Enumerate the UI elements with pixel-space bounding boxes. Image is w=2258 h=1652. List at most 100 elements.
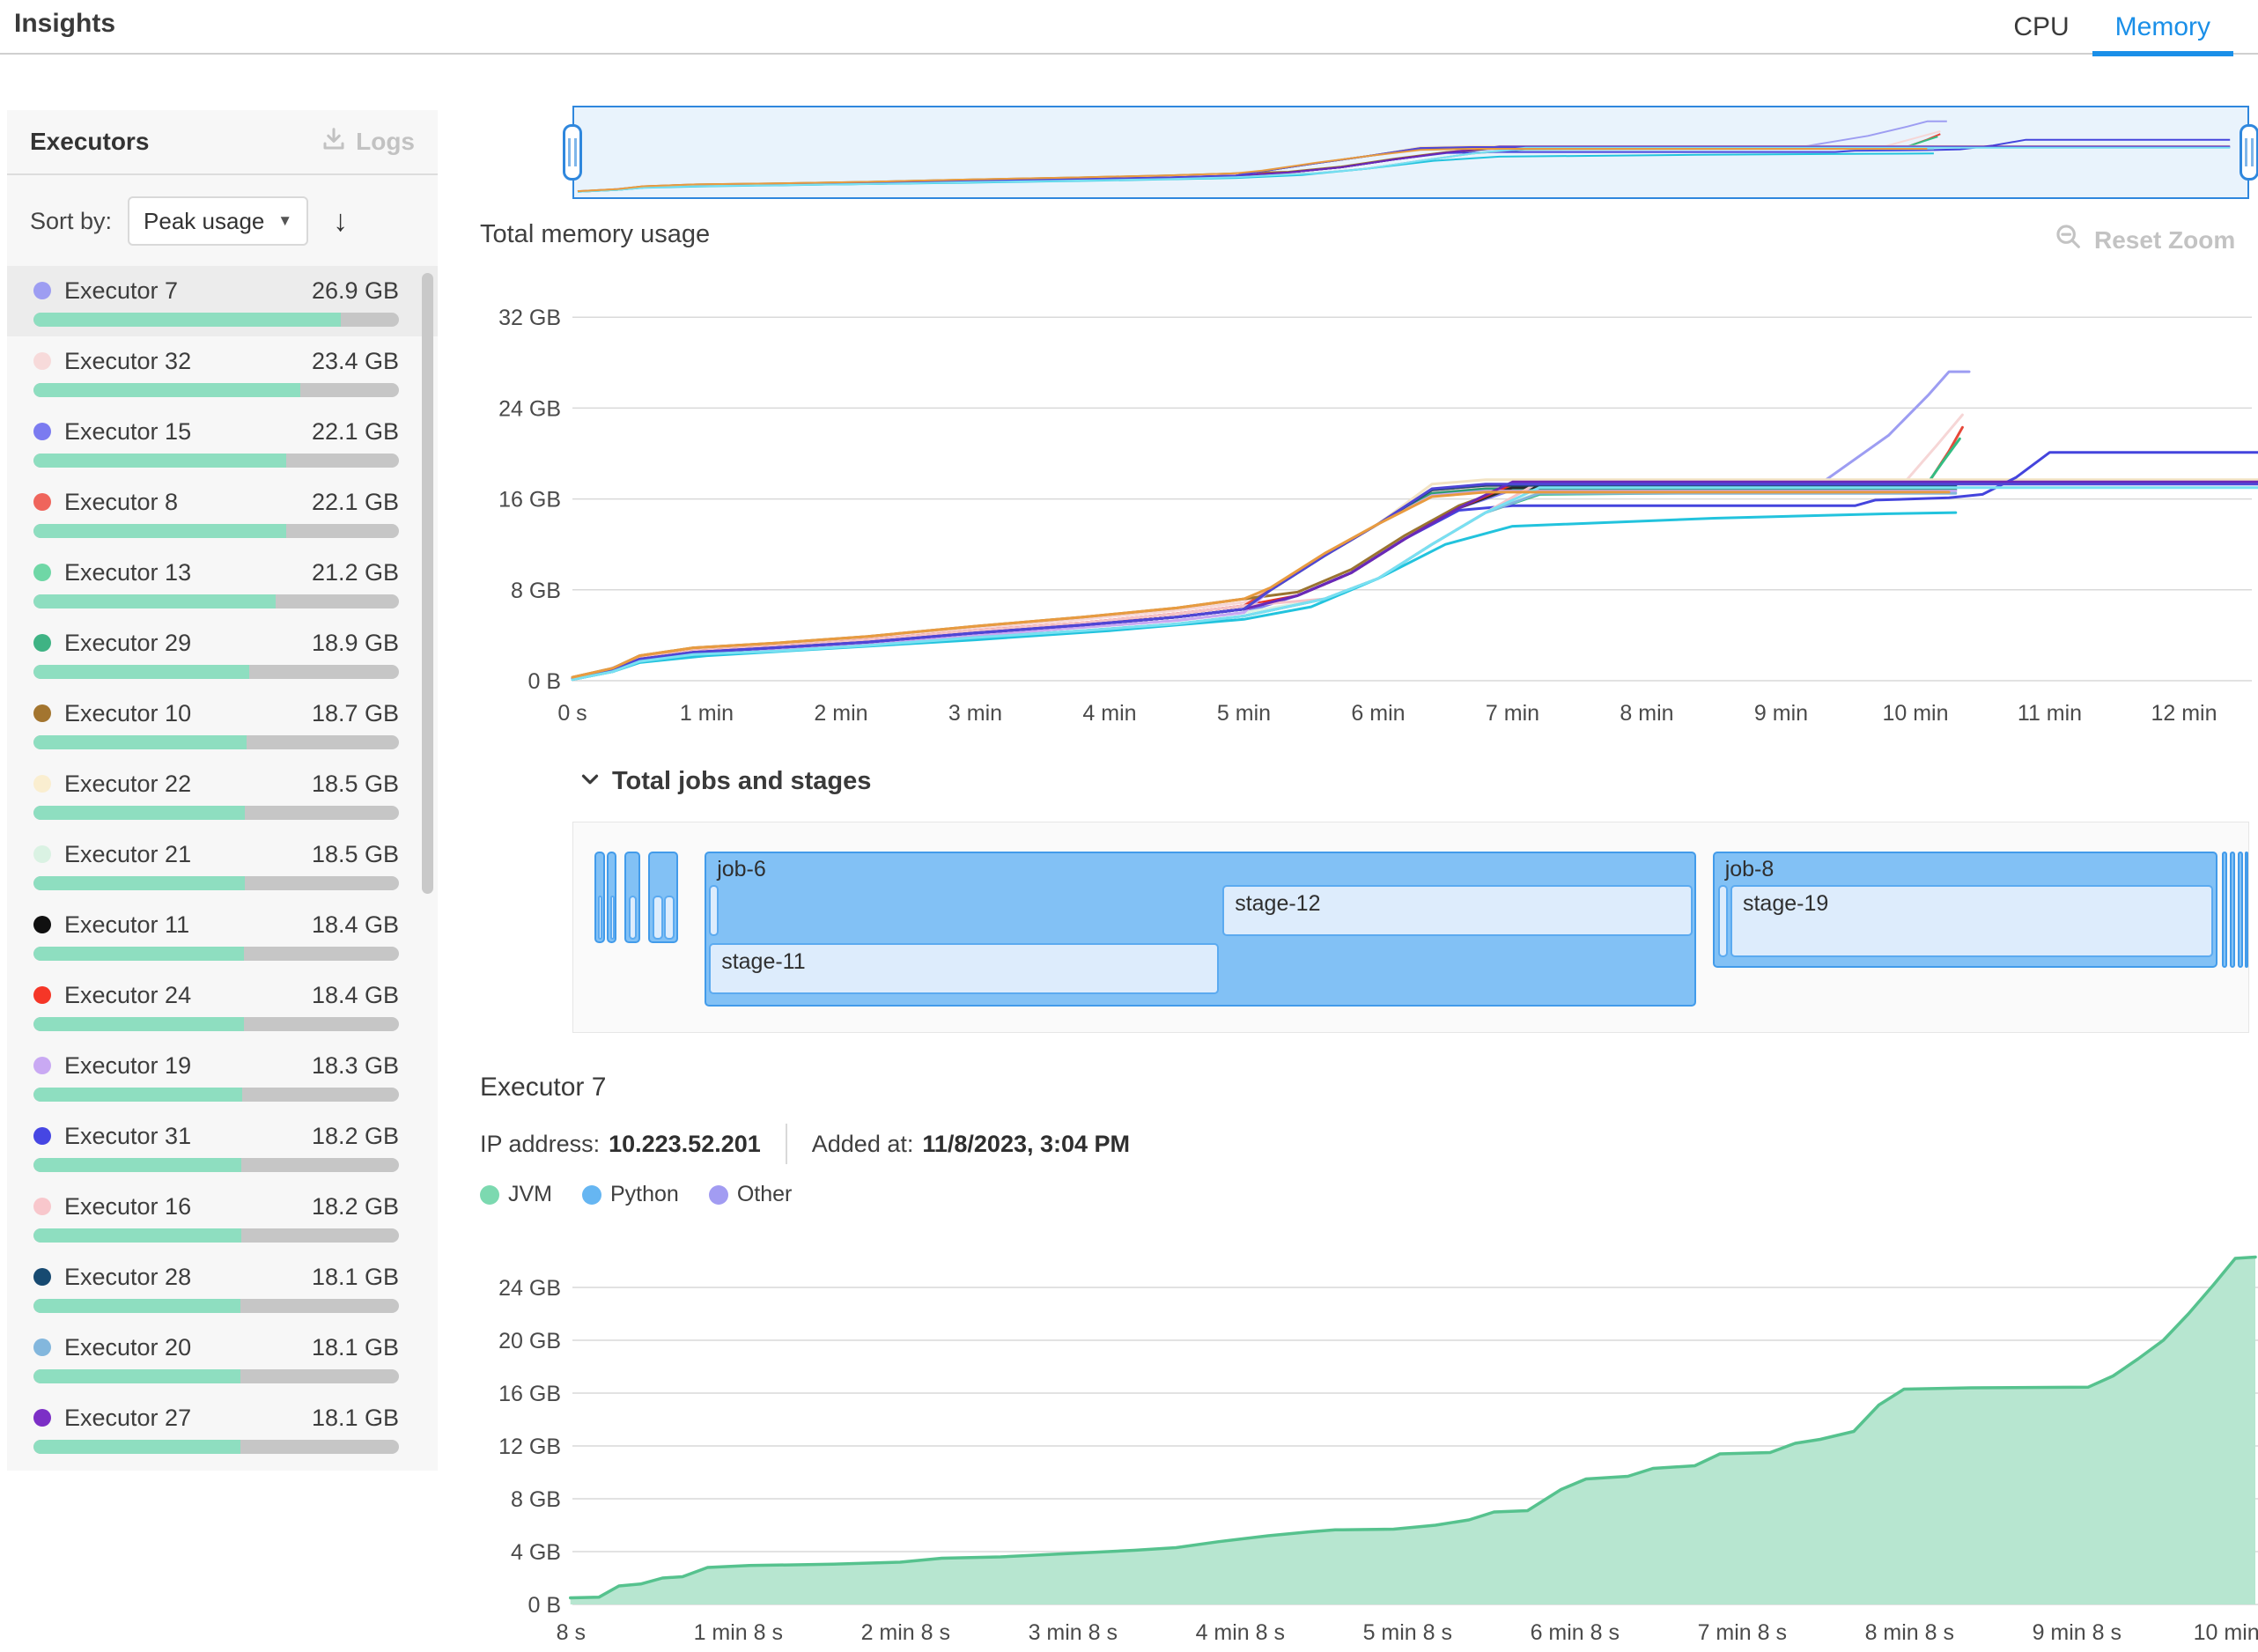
gantt-job[interactable] [2222,852,2228,968]
executor-peak-value: 26.9 GB [311,277,399,304]
executor-usage-bar [33,1440,399,1454]
executor-list-item[interactable]: Executor 22 18.5 GB [7,759,438,830]
y-tick-label: 8 GB [511,579,561,603]
executor-row-top: Executor 22 18.5 GB [33,768,399,800]
executor-name: Executor 8 [64,488,179,515]
gantt-job[interactable] [648,852,678,943]
memory-series-other-4 [571,490,1951,679]
x-tick-label: 2 min [814,701,867,726]
executor-row-top: Executor 31 18.2 GB [33,1120,399,1152]
gantt-stage[interactable] [709,885,719,936]
executor-peak-value: 18.1 GB [311,1263,399,1290]
x-tick-label: 3 min [948,701,1002,726]
brush-left-handle[interactable] [563,124,582,181]
top-bar: Insights CPU Memory [0,0,2258,56]
y-tick-label: 20 GB [498,1329,561,1353]
reset-zoom-button[interactable]: Reset Zoom [2054,222,2235,258]
gantt-job[interactable] [2238,852,2244,968]
executor-list-item[interactable]: Executor 21 18.5 GB [7,830,438,900]
executor-name: Executor 10 [64,699,192,726]
executor-list-item[interactable]: Executor 13 21.2 GB [7,548,438,618]
jobs-stages-gantt: job-6 stage-12 stage-11 job-8 stage-19 [572,822,2249,1033]
logs-button[interactable]: Logs [321,126,415,159]
y-tick-label: 24 GB [498,1276,561,1301]
y-tick-label: 16 GB [498,1382,561,1406]
executor-list-item[interactable]: Executor 16 18.2 GB [7,1182,438,1252]
gantt-stage-stage-11[interactable]: stage-11 [709,943,1219,994]
gantt-job[interactable] [594,852,605,943]
executor-row-top: Executor 21 18.5 GB [33,838,399,870]
executor-list-item[interactable]: Executor 7 26.9 GB [7,266,438,336]
brush-right-handle[interactable] [2240,124,2258,181]
executor-name: Executor 20 [64,1333,192,1361]
x-tick-label: 1 min [680,701,734,726]
gantt-job[interactable] [2244,852,2249,968]
executor-peak-value: 18.9 GB [311,629,399,656]
executor-row-top: Executor 24 18.4 GB [33,979,399,1011]
executor-list-item[interactable]: Executor 11 18.4 GB [7,900,438,970]
legend-item-jvm: JVM [480,1182,552,1207]
executor-list-item[interactable]: Executor 19 18.3 GB [7,1041,438,1111]
zoom-brush-area[interactable] [563,106,2258,199]
executor-peak-value: 18.3 GB [311,1051,399,1079]
gantt-stage[interactable] [653,896,663,940]
reset-zoom-label: Reset Zoom [2094,225,2236,254]
memory-series-executor-7 [571,370,1971,680]
executor-row-top: Executor 13 21.2 GB [33,557,399,588]
x-tick-label: 6 min [1351,701,1405,726]
executor-usage-bar [33,1228,399,1243]
x-tick-label: 7 min [1486,701,1539,726]
executor-list-item[interactable]: Executor 29 18.9 GB [7,618,438,689]
executor-list-item[interactable]: Executor 32 23.4 GB [7,336,438,407]
x-tick-label: 10 min 8 s [2194,1620,2258,1645]
executor-row-top: Executor 16 18.2 GB [33,1191,399,1222]
ip-address-label: IP address: [480,1130,601,1157]
tab-cpu[interactable]: CPU [1990,0,2092,55]
executor-list-item[interactable]: Executor 20 18.1 GB [7,1323,438,1393]
gantt-stage[interactable] [609,896,615,940]
total-memory-chart[interactable]: 32 GB 24 GB 16 GB 8 GB 0 B 0 s 1 min 2 min 3 min… [480,299,2258,740]
gantt-job[interactable] [607,852,617,943]
gantt-stage[interactable] [628,896,637,940]
executor-list-scrollbar[interactable] [422,273,433,894]
jvm-memory-line [568,1255,2257,1600]
sort-direction-button[interactable]: ↓ [333,206,348,236]
gantt-stage-stage-12[interactable]: stage-12 [1222,885,1694,936]
executor-row-top: Executor 7 26.9 GB [33,275,399,306]
y-tick-label: 32 GB [498,306,561,330]
executor-list-item[interactable]: Executor 28 18.1 GB [7,1252,438,1323]
executor-color-dot [33,282,51,299]
gantt-job-job-8[interactable]: job-8 stage-19 [1712,852,2218,968]
x-tick-label: 8 min 8 s [1865,1620,1954,1645]
sort-dropdown[interactable]: Peak usage ▼ [128,196,309,246]
executor-list-item[interactable]: Executor 15 22.1 GB [7,407,438,477]
executor-list-item[interactable]: Executor 27 18.1 GB [7,1393,438,1464]
total-memory-title: Total memory usage [480,220,711,248]
executor-usage-bar [33,735,399,749]
gantt-stage[interactable] [1718,885,1728,957]
executor-usage-bar [33,665,399,679]
gantt-canvas: job-6 stage-12 stage-11 job-8 stage-19 [573,822,2249,1032]
executor-list-item[interactable]: Executor 24 18.4 GB [7,970,438,1041]
jobs-section-toggle[interactable]: Total jobs and stages [577,766,871,797]
x-tick-label: 10 min [1882,701,1948,726]
gantt-job[interactable] [2230,852,2236,968]
sort-by-label: Sort by: [30,207,113,234]
gantt-job[interactable] [624,852,641,943]
gantt-job-job-6[interactable]: job-6 stage-12 stage-11 [705,852,1697,1007]
gantt-stage[interactable] [664,896,675,940]
gantt-stage-stage-19[interactable]: stage-19 [1730,885,2213,957]
gantt-stage-label: stage-19 [1742,891,1829,916]
executor-list-item[interactable]: Executor 10 18.7 GB [7,689,438,759]
executor-usage-bar [33,1017,399,1031]
memory-series-other-1 [571,483,2258,680]
executor-memory-chart[interactable]: 24 GB 20 GB 16 GB 12 GB 8 GB 4 GB 0 B8 s 1 min … [480,1250,2258,1652]
gantt-stage[interactable] [597,896,603,940]
executor-list-item[interactable]: Executor 31 18.2 GB [7,1111,438,1182]
tab-memory[interactable]: Memory [2092,0,2234,56]
gantt-job-label: job-6 [717,857,766,881]
x-tick-label: 4 min 8 s [1196,1620,1285,1645]
executor-list-item[interactable]: Executor 8 22.1 GB [7,477,438,548]
executor-name: Executor 28 [64,1263,192,1290]
executor-name: Executor 21 [64,840,192,867]
